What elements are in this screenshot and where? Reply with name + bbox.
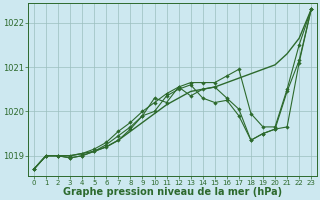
X-axis label: Graphe pression niveau de la mer (hPa): Graphe pression niveau de la mer (hPa) — [63, 187, 282, 197]
